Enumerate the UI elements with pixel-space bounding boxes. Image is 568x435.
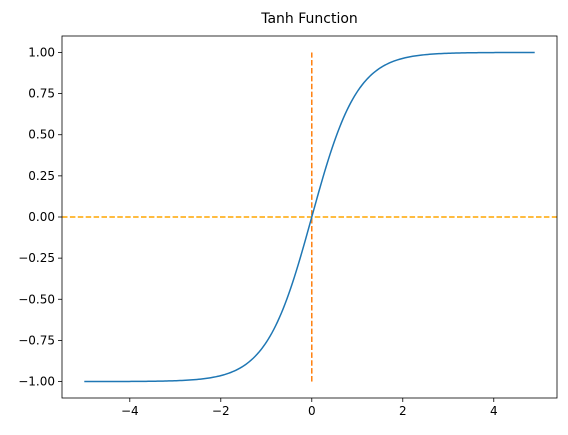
y-tick-label: −0.25 xyxy=(18,251,55,265)
series-layer xyxy=(84,51,535,383)
y-tick-label: −0.50 xyxy=(18,292,55,306)
y-tick-label: −1.00 xyxy=(18,375,55,389)
y-tick-label: 0.25 xyxy=(28,169,55,183)
y-axis: −1.00 −0.75 −0.50 −0.25 0.00 0.25 0.50 0.75 1.00 xyxy=(18,45,62,389)
y-tick-label: 0.50 xyxy=(28,128,55,142)
x-tick-label: −2 xyxy=(212,404,230,418)
x-axis: −4 −2 0 2 4 xyxy=(121,398,498,418)
chart-title: Tanh Function xyxy=(260,11,358,27)
y-tick-label: 1.00 xyxy=(28,45,55,59)
reference-lines xyxy=(62,52,557,382)
series-line-tanh xyxy=(84,51,535,383)
y-tick-label: 0.00 xyxy=(28,210,55,224)
y-tick-label: 0.75 xyxy=(28,87,55,101)
x-tick-label: 4 xyxy=(490,404,498,418)
x-tick-label: 0 xyxy=(308,404,316,418)
x-tick-label: −4 xyxy=(121,404,139,418)
y-tick-label: −0.75 xyxy=(18,333,55,347)
x-tick-label: 2 xyxy=(399,404,407,418)
